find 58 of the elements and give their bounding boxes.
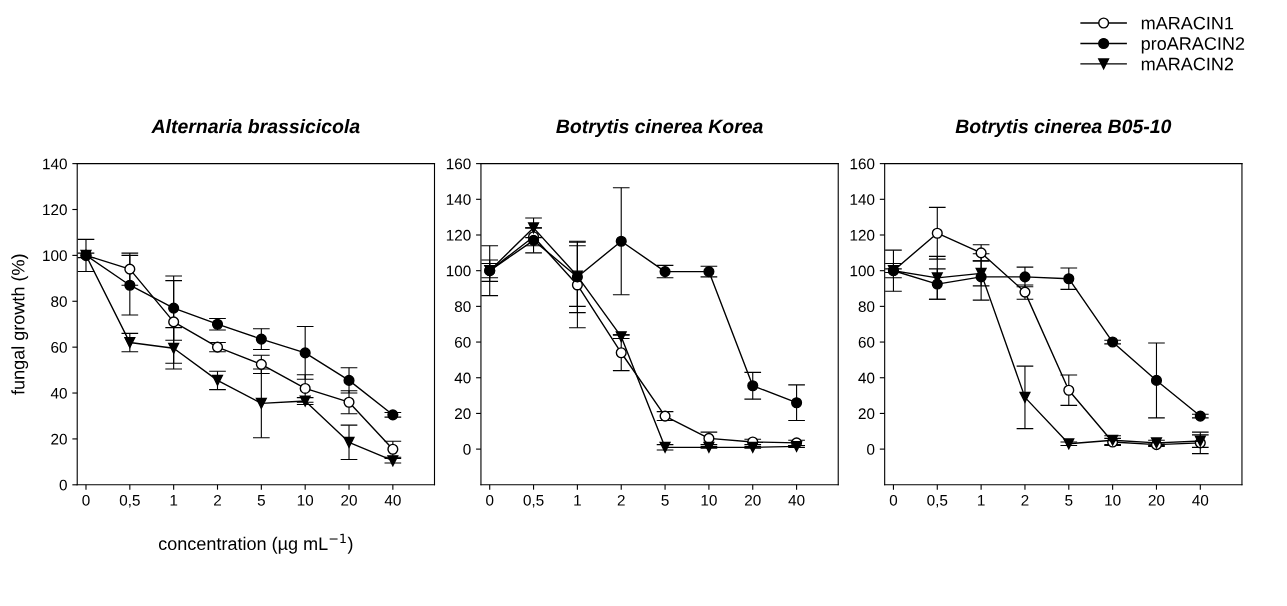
y-tick-label: 60: [51, 342, 67, 353]
x-tick-label: 0,5: [927, 494, 948, 508]
legend-label: mARACIN1: [1141, 16, 1234, 30]
x-tick-label: 0: [889, 494, 898, 506]
chart-title: Botrytis cinerea B05-10: [955, 118, 1172, 138]
x-tick-label: 1: [978, 495, 985, 506]
x-tick-label: 2: [617, 494, 625, 506]
x-tick-label: 20: [341, 494, 357, 506]
y-tick-label: 40: [454, 372, 471, 384]
y-tick-label: 20: [455, 408, 471, 420]
y-tick-label: 100: [43, 250, 67, 262]
y-tick-label: 100: [850, 265, 875, 277]
x-tick-label: 0: [82, 494, 90, 506]
y-tick-label: 60: [455, 336, 471, 348]
x-tick-label: 20: [1148, 494, 1165, 506]
y-tick-label: 0: [867, 443, 875, 455]
y-tick-label: 40: [50, 387, 67, 399]
y-tick-label: 40: [858, 372, 875, 384]
x-tick-label: 20: [745, 494, 761, 506]
y-tick-label: 80: [858, 301, 875, 313]
legend-label: mARACIN2: [1141, 57, 1234, 71]
x-tick-label: 1: [170, 495, 178, 506]
legend-label: proARACIN2: [1141, 37, 1245, 54]
x-tick-label: 40: [788, 494, 805, 506]
y-tick-label: 120: [446, 229, 471, 241]
x-tick-label: 40: [384, 494, 401, 506]
x-tick-label: 10: [297, 494, 314, 506]
y-tick-label: 0: [463, 443, 471, 455]
x-tick-label: 10: [1105, 494, 1121, 506]
x-tick-label: 0,5: [119, 494, 140, 508]
x-axis-title: concentration (µg mL$^{−1}$): [158, 533, 353, 554]
y-tick-label: 120: [43, 204, 67, 216]
y-tick-label: 100: [446, 265, 471, 277]
x-tick-label: 2: [214, 494, 221, 506]
y-tick-label: 80: [454, 301, 471, 313]
y-tick-label: 160: [446, 158, 471, 170]
chart-title: Alternaria brassicicola: [151, 118, 360, 134]
x-tick-label: 2: [1021, 494, 1029, 506]
x-tick-label: 5: [661, 495, 669, 506]
y-axis-title: fungal growth (%): [11, 254, 29, 395]
x-tick-label: 1: [574, 495, 581, 506]
x-tick-label: 10: [701, 494, 717, 506]
y-tick-label: 160: [850, 158, 875, 170]
x-tick-label: 5: [257, 495, 265, 506]
y-tick-label: 120: [850, 229, 875, 241]
y-tick-label: 140: [850, 194, 875, 205]
y-tick-label: 60: [858, 336, 875, 348]
y-tick-label: 20: [51, 433, 67, 445]
chart-title: Botrytis cinerea Korea: [556, 118, 763, 138]
y-tick-label: 80: [51, 296, 67, 307]
y-tick-label: 0: [59, 479, 67, 491]
x-tick-label: 40: [1192, 494, 1209, 506]
y-tick-label: 140: [446, 194, 471, 205]
x-tick-label: 5: [1065, 495, 1073, 506]
x-tick-label: 0: [486, 494, 494, 506]
y-tick-label: 20: [858, 408, 875, 420]
x-tick-label: 0,5: [523, 494, 544, 508]
y-tick-label: 140: [43, 158, 67, 170]
